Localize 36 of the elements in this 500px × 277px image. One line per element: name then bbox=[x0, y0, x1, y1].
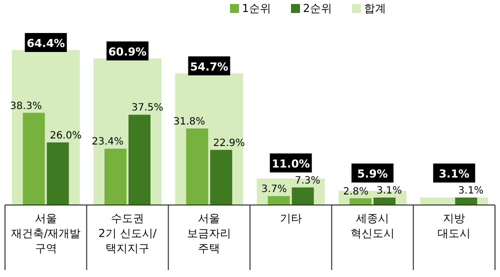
bar bbox=[292, 187, 314, 205]
data-label: 38.3% bbox=[10, 100, 42, 112]
data-label: 11.0% bbox=[272, 157, 310, 170]
data-label: 60.9% bbox=[108, 45, 147, 58]
x-tick-label: 수도권 2기 신도시/ 택지지구 bbox=[98, 212, 157, 255]
bar bbox=[128, 114, 150, 205]
x-tick-label: 서울 재건축/재개발 구역 bbox=[10, 212, 81, 255]
bar bbox=[268, 196, 290, 205]
legend-label: 2순위 bbox=[303, 2, 332, 15]
bar bbox=[374, 198, 396, 205]
data-label: 3.1% bbox=[458, 186, 484, 197]
data-label: 37.5% bbox=[132, 102, 164, 114]
data-label: 31.8% bbox=[173, 116, 206, 128]
bar bbox=[210, 150, 232, 205]
bar bbox=[104, 148, 126, 205]
data-label: 5.9% bbox=[357, 168, 388, 181]
bar bbox=[186, 128, 208, 205]
data-label: 54.7% bbox=[190, 60, 228, 74]
data-label: 3.1% bbox=[438, 168, 470, 181]
bar bbox=[46, 142, 69, 205]
bar bbox=[455, 198, 478, 205]
legend-label: 1순위 bbox=[242, 2, 271, 15]
data-label: 7.3% bbox=[294, 175, 320, 186]
data-label: 26.0% bbox=[50, 130, 82, 142]
x-tick-label: 세종시 혁신도시 bbox=[350, 212, 394, 240]
bar bbox=[22, 112, 45, 205]
data-label: 3.1% bbox=[376, 186, 402, 197]
x-tick-label: 서울 보금자리 주택 bbox=[187, 212, 232, 255]
x-tick-label: 지방 대도시 bbox=[438, 212, 471, 240]
data-label: 2.8% bbox=[343, 186, 368, 198]
data-label: 23.4% bbox=[92, 136, 124, 148]
data-label: 22.9% bbox=[213, 138, 245, 149]
data-label: 3.7% bbox=[261, 184, 287, 196]
legend-label: 합계 bbox=[364, 2, 386, 15]
data-label: 64.4% bbox=[26, 37, 65, 50]
x-tick-label: 기타 bbox=[280, 212, 302, 225]
